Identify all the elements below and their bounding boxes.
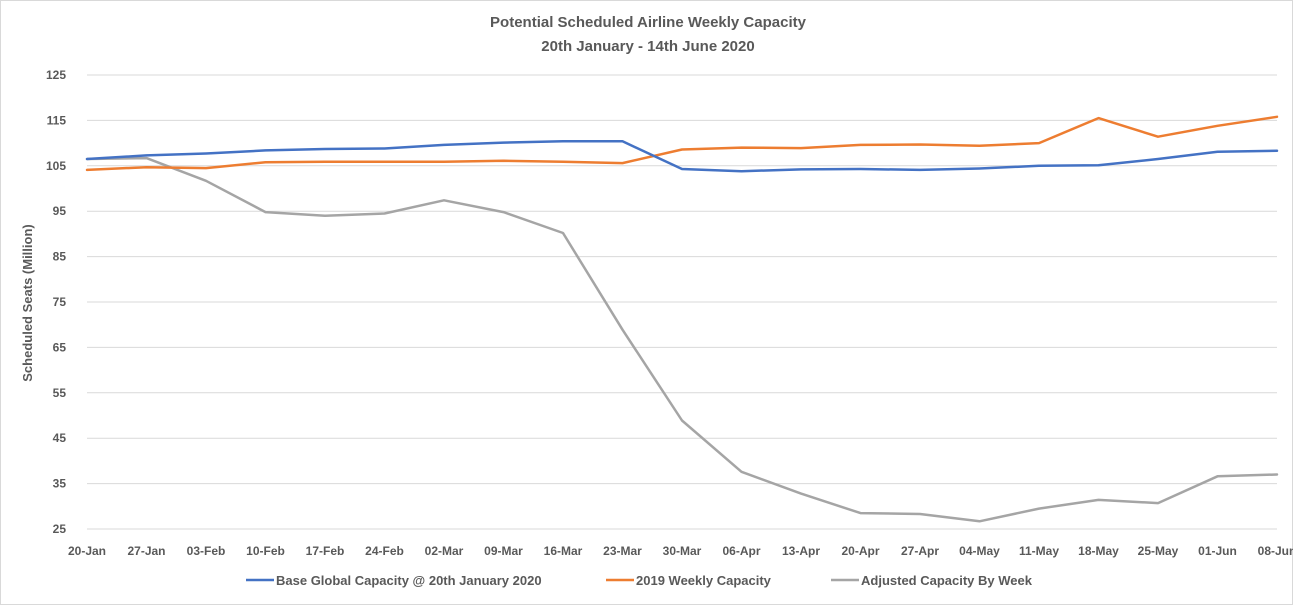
x-tick-label: 17-Feb	[306, 544, 345, 558]
x-tick-label: 27-Apr	[901, 544, 939, 558]
y-tick-label: 25	[53, 522, 67, 536]
series-lines	[85, 115, 1279, 523]
y-tick-label: 105	[46, 159, 66, 173]
legend-label: Base Global Capacity @ 20th January 2020	[276, 573, 542, 588]
chart-subtitle: 20th January - 14th June 2020	[541, 38, 754, 55]
x-tick-label: 23-Mar	[603, 544, 642, 558]
legend-label: Adjusted Capacity By Week	[861, 573, 1033, 588]
y-tick-label: 95	[53, 204, 67, 218]
x-tick-label: 20-Apr	[841, 544, 879, 558]
y-axis-label: Scheduled Seats (Million)	[20, 224, 35, 381]
x-axis-ticks: 20-Jan 27-Jan 03-Feb 10-Feb 17-Feb 24-Feb 02-M…	[68, 544, 1293, 558]
y-tick-label: 75	[53, 295, 67, 309]
x-tick-label: 24-Feb	[365, 544, 404, 558]
legend: Base Global Capacity @ 20th January 2020…	[246, 573, 1033, 588]
x-tick-label: 13-Apr	[782, 544, 820, 558]
legend-label: 2019 Weekly Capacity	[636, 573, 772, 588]
y-axis-ticks: 25 35 45 55 65 75 85 95 105 115 125	[46, 68, 66, 536]
series-line-2	[85, 156, 1279, 523]
chart-title: Potential Scheduled Airline Weekly Capac…	[490, 14, 807, 31]
x-tick-label: 09-Mar	[484, 544, 523, 558]
y-tick-label: 65	[53, 340, 67, 354]
x-tick-label: 18-May	[1078, 544, 1119, 558]
x-tick-label: 20-Jan	[68, 544, 106, 558]
x-tick-label: 08-Jun	[1258, 544, 1293, 558]
x-tick-label: 27-Jan	[127, 544, 165, 558]
x-tick-label: 03-Feb	[187, 544, 226, 558]
y-tick-label: 125	[46, 68, 66, 82]
x-tick-label: 30-Mar	[663, 544, 702, 558]
x-tick-label: 06-Apr	[722, 544, 760, 558]
y-tick-label: 35	[53, 477, 67, 491]
x-tick-label: 04-May	[959, 544, 1000, 558]
y-tick-label: 115	[47, 113, 67, 127]
series-line-0	[85, 140, 1279, 173]
x-tick-label: 11-May	[1019, 544, 1059, 558]
y-tick-label: 55	[53, 386, 67, 400]
x-tick-label: 16-Mar	[544, 544, 583, 558]
y-tick-label: 85	[53, 250, 67, 264]
y-tick-label: 45	[53, 431, 67, 445]
x-tick-label: 02-Mar	[425, 544, 464, 558]
x-tick-label: 25-May	[1138, 544, 1179, 558]
x-tick-label: 01-Jun	[1198, 544, 1237, 558]
series-line-1	[85, 115, 1279, 172]
x-tick-label: 10-Feb	[246, 544, 285, 558]
gridlines	[87, 74, 1277, 530]
